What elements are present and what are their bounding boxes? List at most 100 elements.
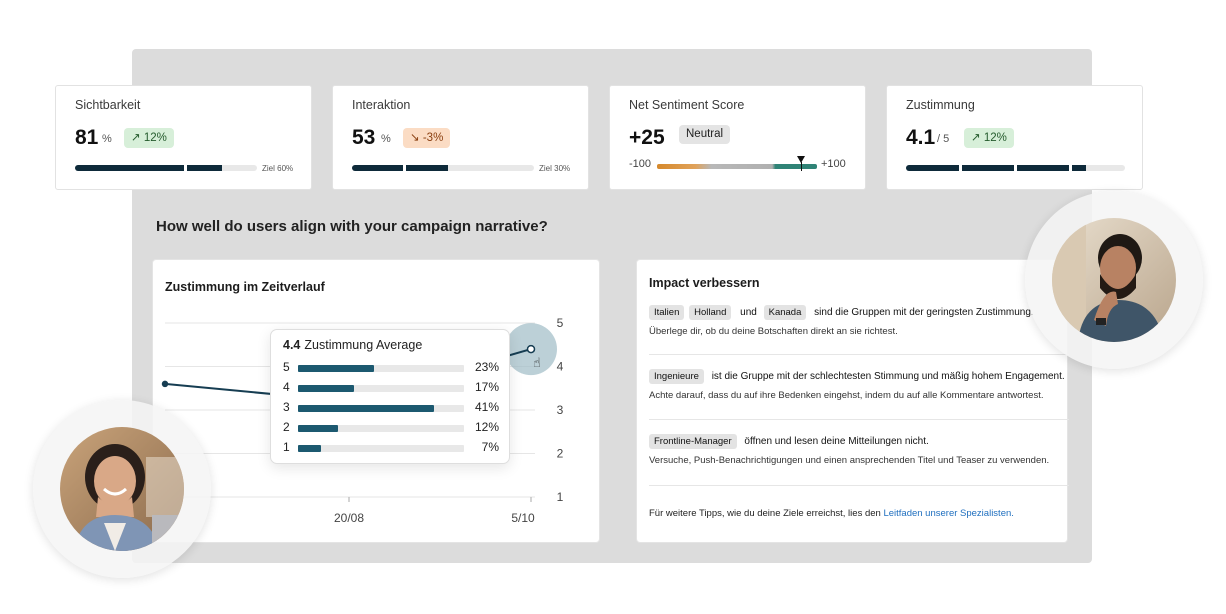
trend-badge: ↗ 12% <box>124 128 174 148</box>
avatar-man <box>1052 218 1176 342</box>
tips-text: Für weitere Tipps, wie du deine Ziele er… <box>649 508 1014 519</box>
kpi-value: 81 <box>75 126 99 149</box>
trend-badge: ↗ 12% <box>964 128 1014 148</box>
tooltip-value: 4.4 <box>283 338 301 352</box>
tooltip-row: 4 17% <box>283 380 499 396</box>
progress-separator <box>959 165 962 171</box>
progress-bar <box>75 165 257 171</box>
kpi-unit: / 5 <box>937 133 950 145</box>
kpi-unit: % <box>102 133 112 145</box>
sentiment-badge: Neutral <box>679 125 731 144</box>
trend-badge: ↘ -3% <box>403 128 451 148</box>
tooltip-bar <box>298 365 375 372</box>
tooltip-row-pct: 23% <box>474 360 499 374</box>
tooltip-bar <box>298 445 322 452</box>
x-tick-label: 20/08 <box>334 511 364 525</box>
impact-title: Impact verbessern <box>649 276 760 290</box>
chart-title: Zustimmung im Zeitverlauf <box>165 280 325 294</box>
group-chip[interactable]: Kanada <box>763 305 807 320</box>
insight-text: ist die Gruppe mit der schlechtesten Sti… <box>711 371 1065 382</box>
tooltip-bar <box>298 425 338 432</box>
avatar-ring <box>1025 191 1203 369</box>
data-point <box>161 380 169 388</box>
progress-fill <box>352 165 449 171</box>
y-tick-label: 4 <box>557 360 564 374</box>
insight-item: Frontline-Manager öffnen und lesen deine… <box>649 434 1057 466</box>
gauge-min-label: -100 <box>629 158 652 170</box>
tooltip-row-pct: 41% <box>474 400 499 414</box>
tooltip-bar-track <box>298 385 464 392</box>
divider <box>649 485 1069 486</box>
divider <box>649 419 1069 420</box>
group-chip[interactable]: Italien <box>649 305 685 320</box>
kpi-card-zustimmung: Zustimmung 4.1 / 5 ↗ 12% <box>886 85 1143 190</box>
tooltip-row: 2 12% <box>283 420 499 436</box>
avatar-ring <box>33 400 211 578</box>
kpi-title: Net Sentiment Score <box>629 98 745 112</box>
tooltip-header: 4.4 Zustimmung Average <box>283 338 422 352</box>
trend-up-icon: ↗ <box>971 132 981 144</box>
impact-card: Impact verbessern Italien Holland und Ka… <box>636 259 1069 543</box>
group-chip[interactable]: Holland <box>689 305 732 320</box>
chart-tooltip: 4.4 Zustimmung Average 5 23% 4 17% 3 41% 2 12% 1 7… <box>270 329 510 464</box>
kpi-title: Sichtbarkeit <box>75 98 141 112</box>
insight-detail: Überlege dir, ob du deine Botschaften di… <box>649 326 898 337</box>
tooltip-bar-track <box>298 365 464 372</box>
y-tick-label: 3 <box>557 403 564 417</box>
kpi-unit: % <box>381 133 391 145</box>
tooltip-bar-track <box>298 445 464 452</box>
trend-value: 12% <box>983 132 1007 144</box>
insight-text: sind die Gruppen mit der geringsten Zust… <box>814 307 1034 318</box>
progress-bar <box>906 165 1125 171</box>
progress-bar <box>352 165 534 171</box>
avatar-woman <box>60 427 184 551</box>
tooltip-bar-track <box>298 405 464 412</box>
tooltip-row-pct: 12% <box>474 420 499 434</box>
tooltip-bar <box>298 385 355 392</box>
trend-value: -3% <box>422 132 444 144</box>
kpi-value: 4.1 <box>906 126 936 149</box>
tooltip-row-label: 4 <box>283 380 290 394</box>
y-tick-label: 5 <box>557 316 564 330</box>
trend-up-icon: ↗ <box>131 132 141 144</box>
x-tick-label: 5/10 <box>511 511 535 525</box>
tooltip-row-label: 5 <box>283 360 290 374</box>
gauge-tick <box>801 162 802 171</box>
tooltip-row-label: 2 <box>283 420 290 434</box>
pointer-hand-icon: ☝ <box>533 356 541 371</box>
tooltip-row-pct: 7% <box>481 440 499 454</box>
y-tick-label: 2 <box>557 447 564 461</box>
kpi-card-sichtbarkeit: Sichtbarkeit 81 % ↗ 12% Ziel 60% <box>55 85 312 190</box>
insight-detail: Achte darauf, dass du auf ihre Bedenken … <box>649 390 1044 401</box>
tooltip-row: 5 23% <box>283 360 499 376</box>
group-chip[interactable]: Frontline-Manager <box>649 434 737 449</box>
tooltip-row: 1 7% <box>283 440 499 456</box>
progress-separator <box>1069 165 1072 171</box>
kpi-title: Zustimmung <box>906 98 975 112</box>
kpi-card-interaktion: Interaktion 53 % ↘ -3% Ziel 30% <box>332 85 589 190</box>
kpi-title: Interaktion <box>352 98 411 112</box>
data-point <box>526 344 536 354</box>
insight-item: Ingenieure ist die Gruppe mit der schlec… <box>649 369 1065 401</box>
tooltip-label: Zustimmung Average <box>304 338 423 352</box>
group-chip[interactable]: Ingenieure <box>649 369 704 384</box>
gauge-max-label: +100 <box>821 158 846 170</box>
tooltip-bar <box>298 405 435 412</box>
section-question: How well do users align with your campai… <box>156 218 548 235</box>
tips-prefix: Für weitere Tipps, wie du deine Ziele er… <box>649 508 881 519</box>
gauge-marker-icon <box>797 156 805 163</box>
divider <box>649 354 1069 355</box>
kpi-value: +25 <box>629 126 665 149</box>
y-tick-label: 1 <box>557 490 564 504</box>
specialist-guide-link[interactable]: Leitfaden unserer Spezialisten. <box>883 508 1014 519</box>
progress-separator <box>1014 165 1017 171</box>
progress-separator <box>403 165 406 171</box>
progress-fill <box>906 165 1086 171</box>
insight-and-word: und <box>740 307 757 318</box>
man-portrait-icon <box>1052 218 1176 342</box>
trend-down-icon: ↘ <box>410 132 420 144</box>
kpi-value: 53 <box>352 126 376 149</box>
progress-separator <box>184 165 187 171</box>
trend-value: 12% <box>143 132 167 144</box>
kpi-card-net-sentiment: Net Sentiment Score +25 Neutral -100 +10… <box>609 85 866 190</box>
